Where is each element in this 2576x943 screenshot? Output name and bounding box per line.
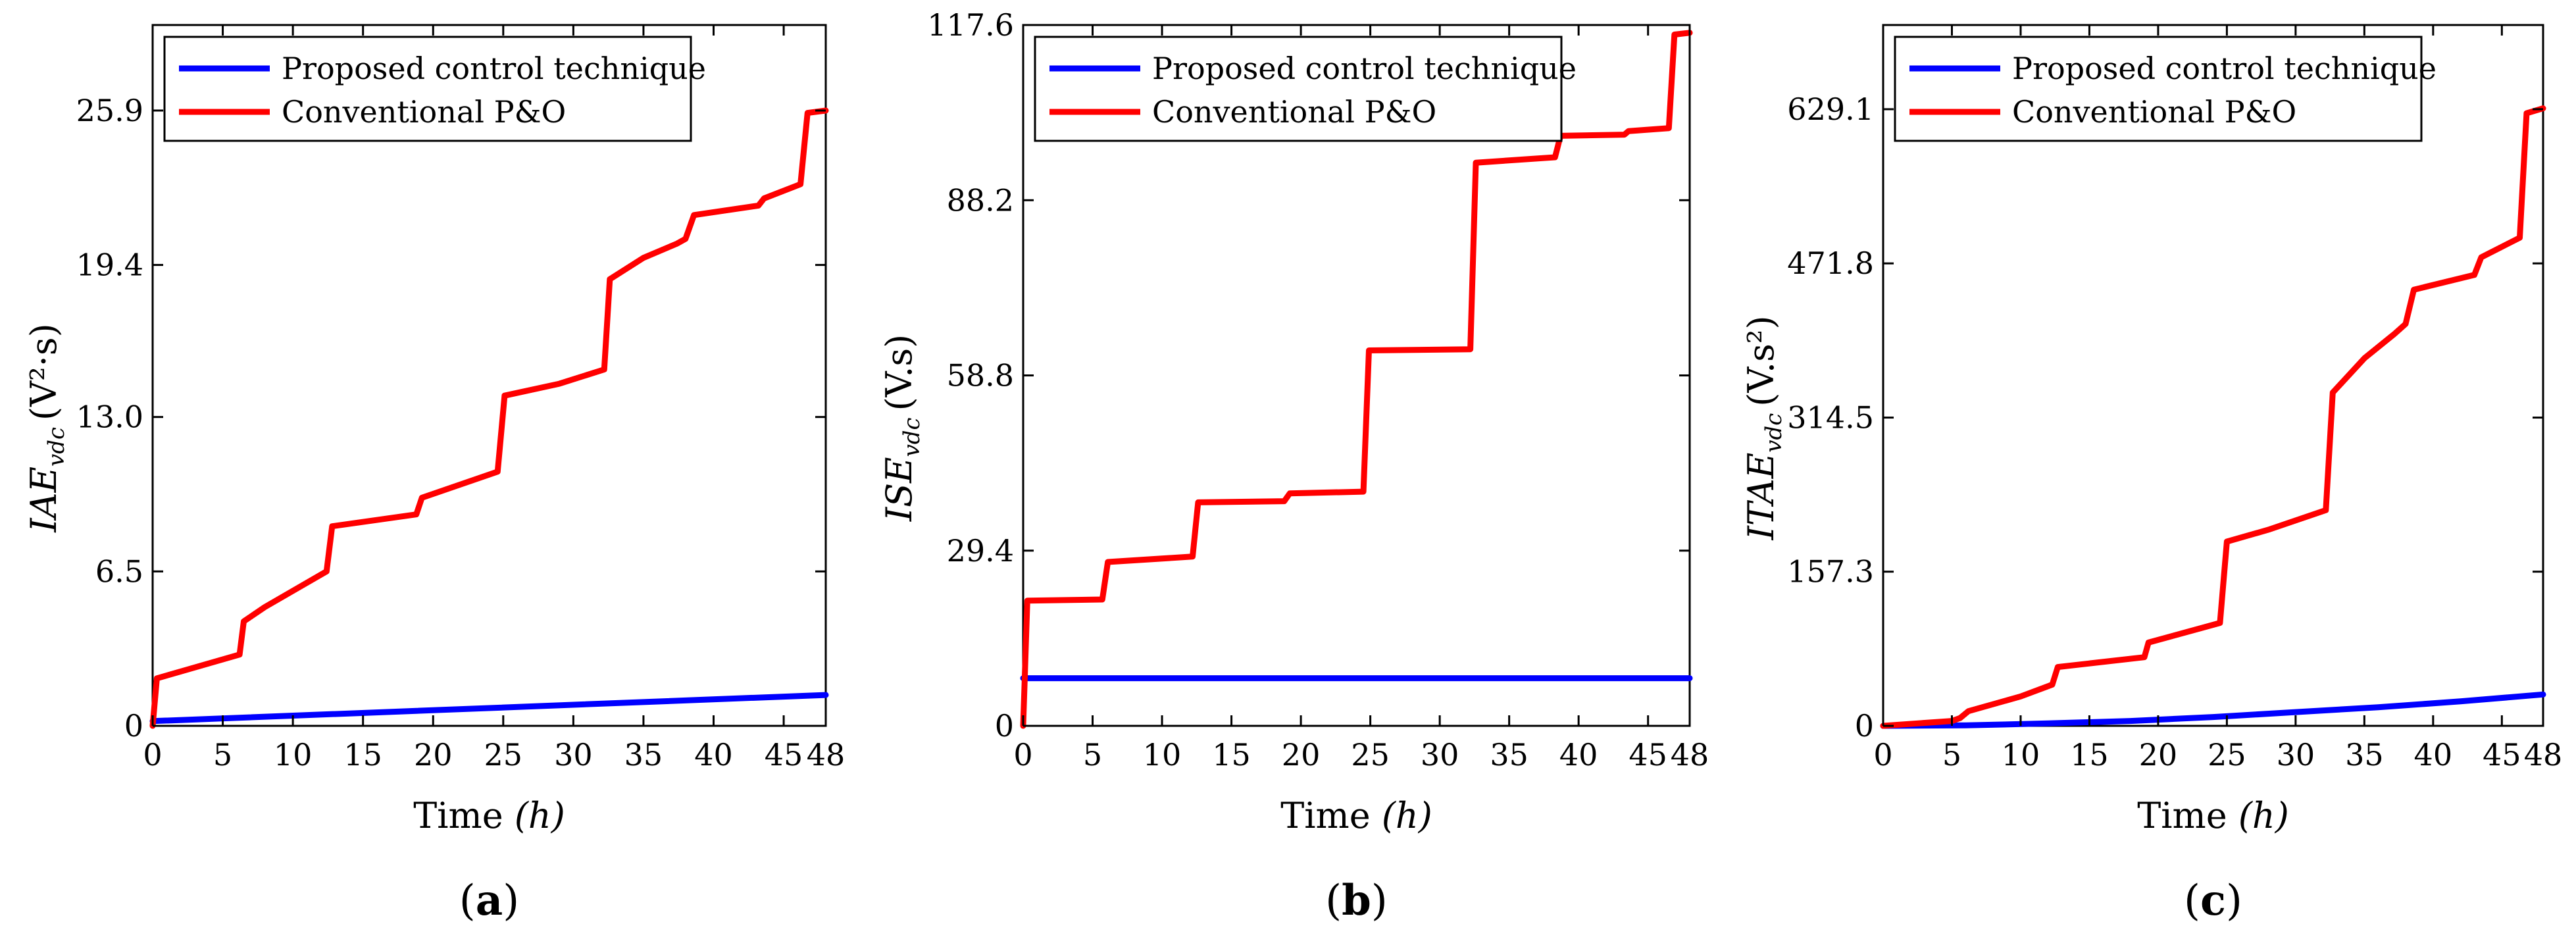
legend-label-proposed: Proposed control technique [1152, 51, 1577, 86]
legend: Proposed control technique Conventional … [1894, 36, 2437, 142]
y-tick-label: 29.4 [947, 533, 1014, 569]
y-tick-label: 471.8 [1787, 245, 1874, 281]
x-tick-label: 45 [2483, 737, 2521, 773]
x-tick-label: 25 [2208, 737, 2246, 773]
chart-panel-c: ITAEvdc(V.s²) 0 5 10 15 20 25 30 35 40 45 48 0 157.3… [1740, 24, 2562, 925]
legend-label-conventional: Conventional P&O [282, 94, 566, 130]
legend-label-conventional: Conventional P&O [2012, 94, 2296, 130]
y-tick-label: 58.8 [947, 358, 1014, 394]
x-tick-label: 35 [624, 737, 663, 773]
x-tick-label: 25 [1351, 737, 1390, 773]
y-tick-label: 0 [1855, 708, 1874, 744]
x-tick-label: 20 [414, 737, 453, 773]
x-tick-label: 30 [1421, 737, 1459, 773]
y-axis-label: IAEvdc(V²·s) [23, 323, 70, 532]
x-tick-label: 0 [1873, 737, 1892, 773]
x-tick-label: 10 [274, 737, 313, 773]
y-tick-label: 6.5 [95, 553, 143, 589]
y-tick-label: 13.0 [76, 399, 143, 435]
ticks-layer: 0 5 10 15 20 25 30 35 40 45 48 0 29.4 58.8 88.2 117.6 [927, 7, 1709, 773]
x-tick-label: 35 [1490, 737, 1528, 773]
x-tick-label: 15 [1212, 737, 1251, 773]
x-tick-label: 20 [1282, 737, 1321, 773]
legend-label-proposed: Proposed control technique [282, 51, 706, 86]
x-tick-label: 48 [1671, 737, 1709, 773]
x-tick-label: 15 [343, 737, 382, 773]
y-tick-label: 117.6 [927, 7, 1014, 43]
series-layer [1880, 105, 2546, 729]
x-tick-label: 0 [143, 737, 162, 773]
chart-panel-b: ISEvdc(V.s) 0 5 10 15 20 25 30 35 40 45 48 0 29.4 58.… [878, 7, 1709, 925]
x-axis-label: Time (h) [2137, 795, 2289, 836]
y-tick-label: 25.9 [76, 93, 143, 128]
panel-label: (a) [459, 876, 519, 925]
series-layer [149, 107, 829, 729]
x-tick-label: 30 [554, 737, 593, 773]
x-tick-label: 40 [2414, 737, 2453, 773]
panel-label: (c) [2184, 876, 2242, 925]
legend: Proposed control technique Conventional … [163, 36, 706, 142]
y-axis-label: ISEvdc(V.s) [878, 334, 925, 522]
x-tick-label: 40 [694, 737, 733, 773]
x-tick-label: 10 [2002, 737, 2040, 773]
x-tick-label: 20 [2139, 737, 2178, 773]
panel-label: (b) [1325, 876, 1388, 925]
y-tick-label: 19.4 [76, 247, 143, 283]
x-tick-label: 48 [807, 737, 846, 773]
legend: Proposed control technique Conventional … [1034, 36, 1577, 142]
x-tick-label: 0 [1013, 737, 1032, 773]
chart-panel-a: IAEvdc(V²·s) 0 5 10 15 20 25 30 35 40 45 48 0 6.5 13.… [23, 24, 846, 925]
x-axis-label: Time (h) [413, 795, 565, 836]
x-tick-label: 15 [2070, 737, 2109, 773]
x-tick-label: 10 [1143, 737, 1182, 773]
series-line-proposed [1880, 691, 2546, 729]
series-line-conventional [1020, 30, 1693, 729]
y-tick-label: 0 [124, 708, 143, 744]
ticks-layer: 0 5 10 15 20 25 30 35 40 45 48 0 157.3 314.5 471.8 629.… [1787, 25, 2562, 773]
x-tick-label: 30 [2277, 737, 2315, 773]
x-tick-label: 45 [1629, 737, 1667, 773]
series-layer [1020, 30, 1693, 729]
series-line-conventional [1880, 105, 2546, 729]
x-tick-label: 45 [765, 737, 803, 773]
x-tick-label: 5 [1942, 737, 1961, 773]
y-tick-label: 0 [995, 708, 1014, 744]
y-tick-label: 314.5 [1787, 400, 1874, 436]
x-tick-label: 5 [213, 737, 232, 773]
ticks-layer: 0 5 10 15 20 25 30 35 40 45 48 0 6.5 13.0 19.4 25.9 [76, 25, 846, 773]
series-line-proposed [149, 692, 829, 725]
x-tick-label: 5 [1083, 737, 1102, 773]
x-axis-label: Time (h) [1280, 795, 1432, 836]
series-line-conventional [149, 107, 829, 729]
y-tick-label: 157.3 [1787, 554, 1874, 590]
x-tick-label: 40 [1559, 737, 1598, 773]
legend-label-conventional: Conventional P&O [1152, 94, 1436, 130]
x-tick-label: 48 [2524, 737, 2563, 773]
y-axis-label: ITAEvdc(V.s²) [1740, 315, 1787, 540]
legend-label-proposed: Proposed control technique [2012, 51, 2437, 86]
x-tick-label: 35 [2345, 737, 2384, 773]
y-tick-label: 629.1 [1787, 91, 1874, 127]
x-tick-label: 25 [484, 737, 523, 773]
y-tick-label: 88.2 [947, 182, 1014, 218]
